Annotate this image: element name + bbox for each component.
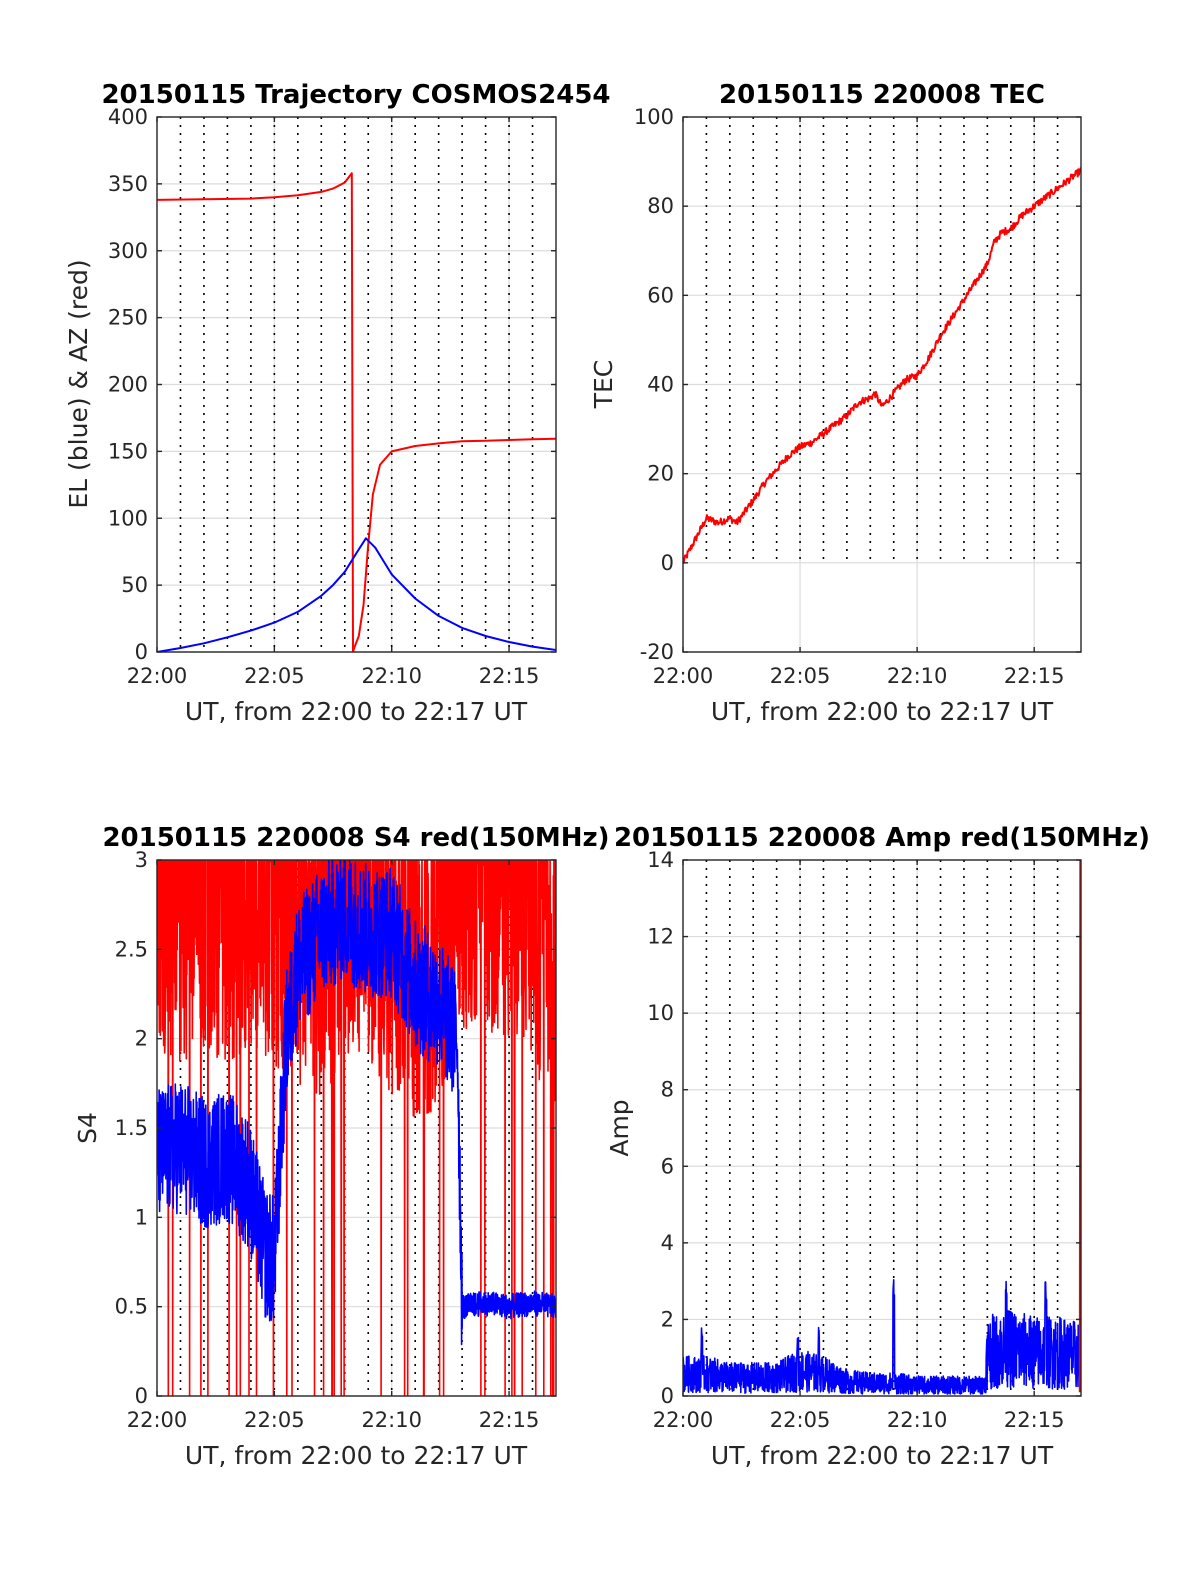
chart-title-s4: 20150115 220008 S4 red(150MHz) xyxy=(102,823,609,853)
x-tick-label: 22:10 xyxy=(887,1408,948,1432)
x-tick-label: 22:10 xyxy=(361,1408,422,1432)
panel-amp: 20150115 220008 Amp red(150MHz) UT, from… xyxy=(605,823,1150,1470)
series-line-blue xyxy=(683,1279,1081,1395)
chart-title-trajectory: 20150115 Trajectory COSMOS2454 xyxy=(101,80,610,110)
y-tick-label: 100 xyxy=(634,105,674,129)
y-tick-label: 0 xyxy=(135,640,148,664)
x-tick-label: 22:00 xyxy=(653,664,714,688)
series-line-red xyxy=(157,172,556,652)
x-tick-label: 22:15 xyxy=(479,1408,540,1432)
y-tick-label: 3 xyxy=(135,848,148,872)
plot-area-amp: 0 2 4 6 8 10 12 14 22:00 22:05 22:10 22:15 xyxy=(647,848,1082,1432)
x-tick-label: 22:15 xyxy=(1004,1408,1065,1432)
plot-area-trajectory: 0 50 100 150 200 250 300 350 400 22:00 22:05 22:10 2… xyxy=(108,105,557,688)
y-tick-label: 50 xyxy=(121,573,148,597)
y-tick-label: 10 xyxy=(647,1001,674,1025)
x-tick-label: 22:10 xyxy=(887,664,948,688)
xlabel-s4: UT, from 22:00 to 22:17 UT xyxy=(185,1441,528,1470)
ylabel-amp: Amp xyxy=(605,1099,634,1156)
y-tick-label: -20 xyxy=(640,640,674,664)
series-line-red xyxy=(683,167,1081,564)
x-tick-label: 22:00 xyxy=(653,1408,714,1432)
y-tick-label: 14 xyxy=(647,848,674,872)
y-tick-label: 2.5 xyxy=(115,937,148,961)
x-tick-label: 22:05 xyxy=(244,664,305,688)
ylabel-s4: S4 xyxy=(73,1112,102,1144)
y-tick-label: 0.5 xyxy=(115,1295,148,1319)
y-tick-label: 20 xyxy=(647,462,674,486)
y-tick-label: 2 xyxy=(135,1027,148,1051)
x-tick-label: 22:15 xyxy=(1004,664,1065,688)
plot-area-tec: -20 0 20 40 60 80 100 22:00 22:05 22:10 22:15 xyxy=(634,105,1082,688)
ylabel-tec: TEC xyxy=(589,360,618,410)
panel-s4: 20150115 220008 S4 red(150MHz) UT, from … xyxy=(73,823,610,1470)
panel-tec: 20150115 220008 TEC UT, from 22:00 to 22… xyxy=(589,80,1082,726)
y-tick-label: 300 xyxy=(108,239,148,263)
y-tick-label: 0 xyxy=(661,551,674,575)
plot-area-s4: 0 0.5 1 1.5 2 2.5 3 22:00 22:05 22:10 22:15 xyxy=(115,848,557,1432)
y-tick-label: 80 xyxy=(647,194,674,218)
x-tick-label: 22:05 xyxy=(770,1408,831,1432)
x-tick-label: 22:05 xyxy=(244,1408,305,1432)
chart-title-amp: 20150115 220008 Amp red(150MHz) xyxy=(614,823,1150,853)
y-tick-label: 0 xyxy=(661,1384,674,1408)
series-line-blue xyxy=(157,537,556,652)
y-tick-label: 8 xyxy=(661,1078,674,1102)
y-tick-label: 6 xyxy=(661,1154,674,1178)
y-tick-label: 100 xyxy=(108,506,148,530)
y-tick-label: 40 xyxy=(647,373,674,397)
x-tick-label: 22:05 xyxy=(770,664,831,688)
y-tick-label: 1 xyxy=(135,1205,148,1229)
y-tick-label: 400 xyxy=(108,105,148,129)
xlabel-trajectory: UT, from 22:00 to 22:17 UT xyxy=(185,697,528,726)
y-tick-label: 60 xyxy=(647,283,674,307)
xlabel-tec: UT, from 22:00 to 22:17 UT xyxy=(711,697,1054,726)
y-tick-label: 1.5 xyxy=(115,1116,148,1140)
x-tick-label: 22:10 xyxy=(361,664,422,688)
y-tick-label: 0 xyxy=(135,1384,148,1408)
y-tick-label: 350 xyxy=(108,172,148,196)
chart-title-tec: 20150115 220008 TEC xyxy=(719,80,1045,110)
y-tick-label: 12 xyxy=(647,925,674,949)
y-tick-label: 4 xyxy=(661,1231,674,1255)
xlabel-amp: UT, from 22:00 to 22:17 UT xyxy=(711,1441,1054,1470)
x-tick-label: 22:15 xyxy=(479,664,540,688)
panel-trajectory: 20150115 Trajectory COSMOS2454 UT, from … xyxy=(64,80,611,726)
axes-box xyxy=(682,859,1082,1397)
y-tick-label: 2 xyxy=(661,1307,674,1331)
x-tick-label: 22:00 xyxy=(127,1408,188,1432)
y-tick-label: 250 xyxy=(108,306,148,330)
x-tick-label: 22:00 xyxy=(127,664,188,688)
y-tick-label: 200 xyxy=(108,373,148,397)
y-tick-label: 150 xyxy=(108,439,148,463)
ylabel-trajectory: EL (blue) & AZ (red) xyxy=(64,259,93,508)
series-line-blue xyxy=(157,860,556,1346)
